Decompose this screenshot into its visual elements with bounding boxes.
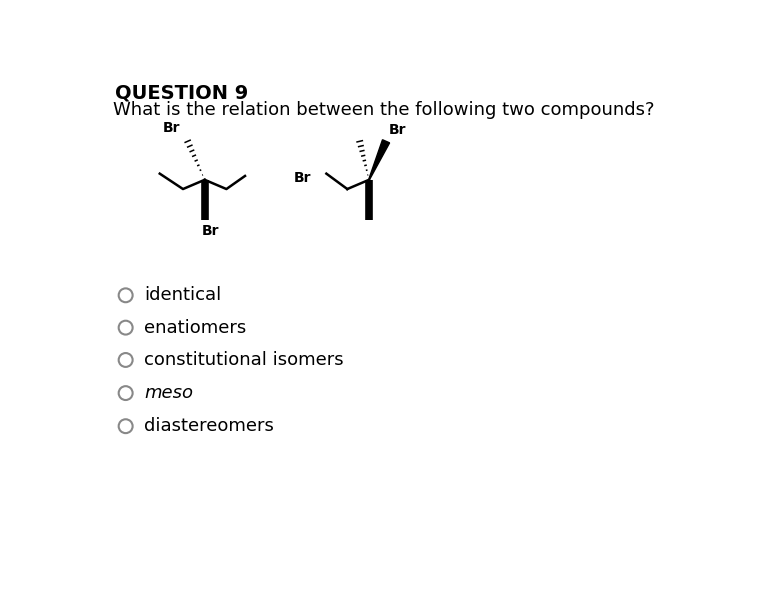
Text: identical: identical — [144, 286, 221, 304]
Text: What is the relation between the following two compounds?: What is the relation between the followi… — [113, 101, 655, 119]
Text: meso: meso — [144, 384, 193, 402]
Text: constitutional isomers: constitutional isomers — [144, 351, 344, 369]
Text: Br: Br — [202, 224, 219, 238]
Text: Br: Br — [389, 124, 407, 137]
Text: enatiomers: enatiomers — [144, 319, 246, 337]
Text: Br: Br — [163, 121, 180, 135]
Text: QUESTION 9: QUESTION 9 — [115, 83, 248, 103]
Text: diastereomers: diastereomers — [144, 417, 274, 435]
Text: Br: Br — [294, 171, 312, 185]
Polygon shape — [368, 140, 389, 180]
